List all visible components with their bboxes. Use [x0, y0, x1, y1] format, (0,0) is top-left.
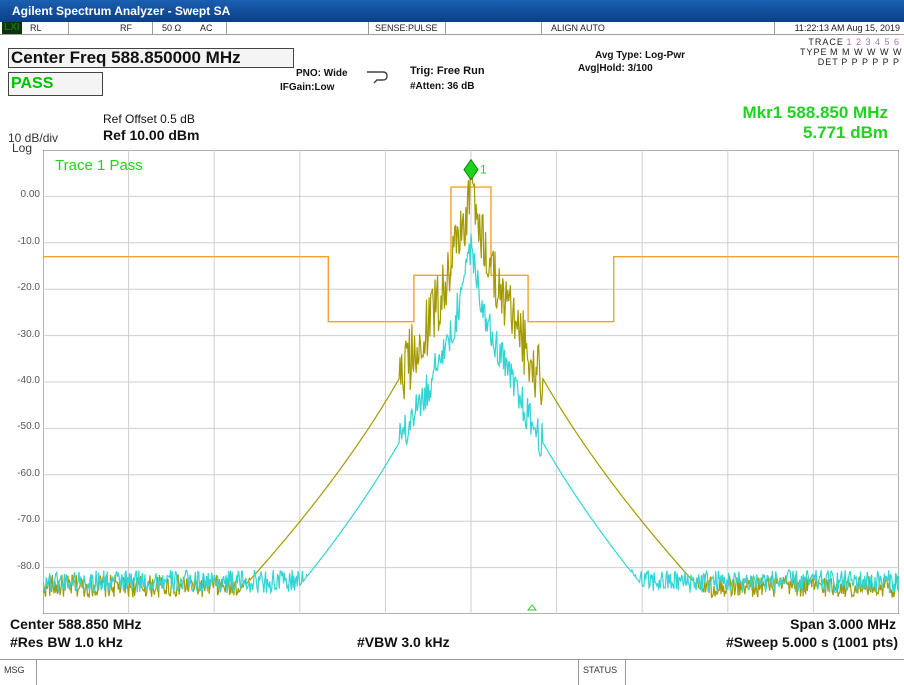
avg-type-label: Avg Type: Log-Pwr	[595, 50, 685, 61]
y-tick-label: -60.0	[17, 467, 40, 479]
atten-label: #Atten: 36 dB	[410, 81, 475, 92]
type-values: M M W W W W	[830, 47, 903, 57]
rl-label: RL	[30, 23, 42, 33]
trigger-icon	[367, 71, 388, 84]
trace-numbers: 1 2 3 4 5 6	[846, 37, 900, 47]
avg-hold-label: Avg|Hold: 3/100	[578, 63, 653, 74]
det-values: P P P P P P	[841, 57, 900, 67]
marker-center-caret-icon	[526, 604, 538, 611]
marker-label: 1	[480, 163, 487, 177]
trace-label: TRACE	[808, 37, 844, 47]
limit-pass-box: PASS	[8, 72, 103, 96]
marker-readout: Mkr1 588.850 MHz 5.771 dBm	[742, 103, 888, 143]
y-tick-label: -40.0	[17, 375, 40, 386]
status-row: LXI RL RF 50 Ω AC SENSE:PULSE ALIGN AUTO…	[0, 22, 904, 35]
msg-label: MSG	[4, 665, 25, 675]
trace-pass-annotation: Trace 1 Pass	[55, 157, 143, 174]
trace-line-2	[43, 233, 899, 595]
ref-offset: Ref Offset 0.5 dB	[103, 112, 195, 126]
marker-freq-readout: Mkr1 588.850 MHz	[742, 103, 888, 122]
scale-per-div: 10 dB/div	[8, 131, 59, 145]
marker-group: 1	[463, 158, 538, 611]
footer-sweep: #Sweep 5.000 s (1001 pts)	[726, 634, 898, 650]
footer-span: Span 3.000 MHz	[790, 616, 896, 632]
status-label: STATUS	[583, 665, 618, 675]
impedance-label: 50 Ω	[162, 23, 182, 33]
datetime: 11:22:13 AM Aug 15, 2019	[794, 23, 900, 33]
y-tick-label: 0.00	[20, 189, 40, 201]
y-tick-label: -10.0	[17, 235, 40, 247]
ifgain-label: IFGain:Low	[280, 82, 335, 93]
scale-type: Log	[12, 141, 33, 155]
remote-indicator-icon: LXI	[2, 22, 22, 34]
coupling-label: AC	[200, 23, 213, 33]
rf-label: RF	[120, 23, 132, 33]
det-label: DET	[817, 57, 839, 67]
spectrum-plot[interactable]: 1 Trace 1 Pass	[43, 150, 899, 614]
message-bar	[0, 659, 904, 685]
marker-diamond-icon	[463, 158, 479, 181]
ref-level: Ref 10.00 dBm	[103, 127, 200, 143]
footer-center: Center 588.850 MHz	[10, 616, 142, 632]
pno-label: PNO: Wide	[296, 68, 348, 79]
trig-label: Trig: Free Run	[410, 65, 485, 77]
align-label: ALIGN AUTO	[551, 23, 605, 33]
footer-vbw: #VBW 3.0 kHz	[357, 634, 450, 650]
y-tick-label: -80.0	[17, 560, 40, 572]
window-title: Agilent Spectrum Analyzer - Swept SA	[12, 4, 231, 18]
y-tick-label: -20.0	[17, 282, 40, 294]
trace-legend: TRACE 1 2 3 4 5 6 TYPE M M W W W W DET P…	[800, 37, 903, 67]
sense-label: SENSE:PULSE	[375, 23, 438, 33]
type-label: TYPE	[800, 47, 828, 57]
y-tick-label: -30.0	[17, 328, 40, 340]
footer-res-bw: #Res BW 1.0 kHz	[10, 634, 123, 650]
limit-line-group	[43, 186, 899, 323]
marker-amp-readout: 5.771 dBm	[802, 123, 888, 142]
window-title-bar: Agilent Spectrum Analyzer - Swept SA	[0, 0, 904, 22]
y-tick-label: -50.0	[17, 421, 40, 433]
limit-line	[43, 186, 899, 323]
center-freq-box[interactable]: Center Freq 588.850000 MHz	[8, 48, 294, 68]
y-tick-label: -70.0	[17, 514, 40, 526]
